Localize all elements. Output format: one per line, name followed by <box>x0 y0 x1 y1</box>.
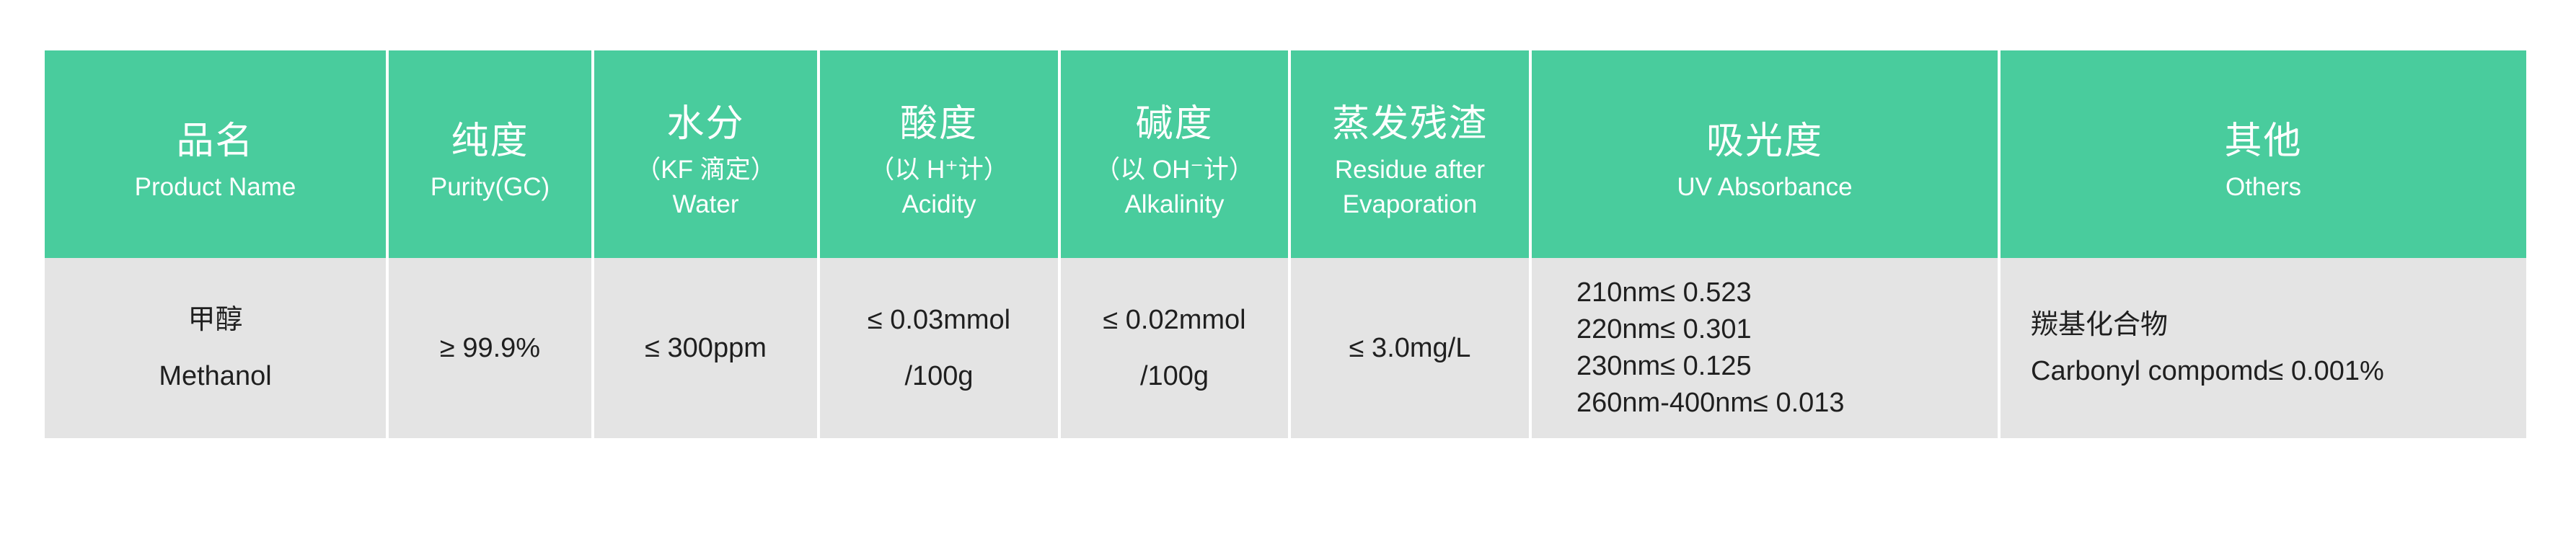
alkalinity-value: ≤ 0.02mmol <box>1103 305 1246 335</box>
header-label-cn: 碱度 <box>1135 103 1214 145</box>
spec-table: 品名 Product Name 纯度 Purity(GC) 水分 （KF 滴定）… <box>45 50 2526 438</box>
water-value: ≤ 300ppm <box>645 333 767 363</box>
purity-value: ≥ 99.9% <box>439 333 541 363</box>
others-line-cn: 羰基化合物 <box>2031 310 2169 340</box>
header-label-en: Product Name <box>134 173 296 201</box>
uv-line: 230nm≤ 0.125 <box>1576 351 1752 381</box>
header-cell-uv-absorbance: 吸光度 UV Absorbance <box>1529 50 1998 258</box>
alkalinity-unit: /100g <box>1139 361 1209 391</box>
header-label-en: Residue after <box>1334 156 1486 184</box>
header-label-en: Others <box>2225 173 2302 201</box>
header-label-cn: 酸度 <box>899 103 978 145</box>
header-label-en: UV Absorbance <box>1677 173 1853 201</box>
product-name-en: Methanol <box>159 361 272 391</box>
header-cell-acidity: 酸度 （以 H⁺计） Acidity <box>817 50 1058 258</box>
header-cell-purity: 纯度 Purity(GC) <box>386 50 591 258</box>
header-label-cn-note: （以 H⁺计） <box>869 156 1009 184</box>
uv-line: 260nm-400nm≤ 0.013 <box>1576 388 1845 418</box>
cell-alkalinity: ≤ 0.02mmol /100g <box>1058 258 1288 438</box>
others-line-en: Carbonyl compomd≤ 0.001% <box>2031 356 2384 386</box>
header-label-cn: 水分 <box>666 103 745 145</box>
header-label-cn: 纯度 <box>451 120 529 162</box>
header-cell-product-name: 品名 Product Name <box>45 50 386 258</box>
header-label-cn: 蒸发残渣 <box>1331 103 1488 145</box>
acidity-unit: /100g <box>904 361 974 391</box>
residue-value: ≤ 3.0mg/L <box>1349 333 1471 363</box>
header-label-en: Alkalinity <box>1124 190 1225 218</box>
uv-line: 220nm≤ 0.301 <box>1576 314 1752 344</box>
cell-purity: ≥ 99.9% <box>386 258 591 438</box>
cell-water: ≤ 300ppm <box>591 258 817 438</box>
acidity-value: ≤ 0.03mmol <box>867 305 1011 335</box>
header-label-cn-note: （以 OH⁻计） <box>1095 156 1254 184</box>
header-label-en: Water <box>672 190 739 218</box>
header-cell-alkalinity: 碱度 （以 OH⁻计） Alkalinity <box>1058 50 1288 258</box>
cell-acidity: ≤ 0.03mmol /100g <box>817 258 1058 438</box>
header-label-en: Evaporation <box>1342 190 1478 218</box>
uv-line: 210nm≤ 0.523 <box>1576 277 1752 308</box>
header-label-cn-note: （KF 滴定） <box>635 156 776 184</box>
header-label-cn: 吸光度 <box>1706 120 1823 162</box>
header-cell-residue: 蒸发残渣 Residue after Evaporation <box>1288 50 1529 258</box>
header-label-en: Purity(GC) <box>430 173 550 201</box>
product-name-cn: 甲醇 <box>188 305 243 335</box>
header-cell-water: 水分 （KF 滴定） Water <box>591 50 817 258</box>
header-label-en: Acidity <box>901 190 976 218</box>
cell-uv-absorbance: 210nm≤ 0.523 220nm≤ 0.301 230nm≤ 0.125 2… <box>1529 258 1998 438</box>
cell-product-name: 甲醇 Methanol <box>45 258 386 438</box>
header-label-cn: 品名 <box>176 120 255 162</box>
cell-others: 羰基化合物 Carbonyl compomd≤ 0.001% <box>1998 258 2526 438</box>
header-cell-others: 其他 Others <box>1998 50 2526 258</box>
cell-residue: ≤ 3.0mg/L <box>1288 258 1529 438</box>
header-label-cn: 其他 <box>2224 120 2303 162</box>
